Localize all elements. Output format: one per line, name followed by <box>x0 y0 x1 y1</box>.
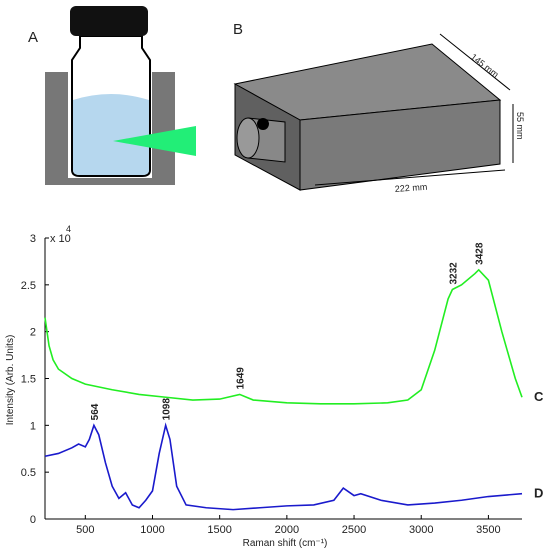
laser-beam <box>113 126 196 156</box>
y-tick-label: 2 <box>30 327 36 339</box>
peak-label: 1098 <box>162 398 173 421</box>
x-tick-label: 1500 <box>207 524 231 536</box>
panel-label: B <box>233 21 243 38</box>
peak-label: 3232 <box>448 262 459 285</box>
y-tick-label: 3 <box>30 233 36 245</box>
x-tick-label: 2500 <box>342 524 366 536</box>
y-tick-label: 2.5 <box>21 280 36 292</box>
cap <box>70 6 148 36</box>
dimension-label: 55 mm <box>515 112 525 140</box>
y-tick-label: 1 <box>30 420 36 432</box>
y-tick-label: 0.5 <box>21 467 36 479</box>
x-tick-label: 3500 <box>476 524 500 536</box>
x-tick-label: 1000 <box>140 524 164 536</box>
series-label: C <box>534 389 544 404</box>
x-tick-label: 500 <box>76 524 94 536</box>
peak-label: 3428 <box>475 242 486 265</box>
x-tick-label: 3000 <box>409 524 433 536</box>
dimension-label: 145 mm <box>469 52 501 80</box>
peak-label: 1649 <box>236 367 247 390</box>
x-tick-label: 2000 <box>275 524 299 536</box>
dimension-arrows <box>314 33 514 186</box>
y-tick-label: 0 <box>30 514 36 526</box>
lens <box>236 117 260 159</box>
x-axis-label: Raman shift (cm⁻¹) <box>243 538 328 549</box>
y-multiplier: x 10 <box>50 233 71 245</box>
dot <box>257 118 269 130</box>
panel-label: A <box>28 29 38 46</box>
y-multiplier-exp: 4 <box>66 224 71 234</box>
y-tick-label: 1.5 <box>21 374 36 386</box>
spectrum-line <box>44 422 523 511</box>
spectrum-line <box>44 268 523 405</box>
peak-label: 564 <box>90 403 101 420</box>
dimension-label: 222 mm <box>394 182 427 194</box>
holder <box>45 72 175 185</box>
y-axis-label: Intensity (Arb. Units) <box>5 335 16 426</box>
liquid <box>73 94 149 175</box>
series-label: D <box>534 486 543 501</box>
